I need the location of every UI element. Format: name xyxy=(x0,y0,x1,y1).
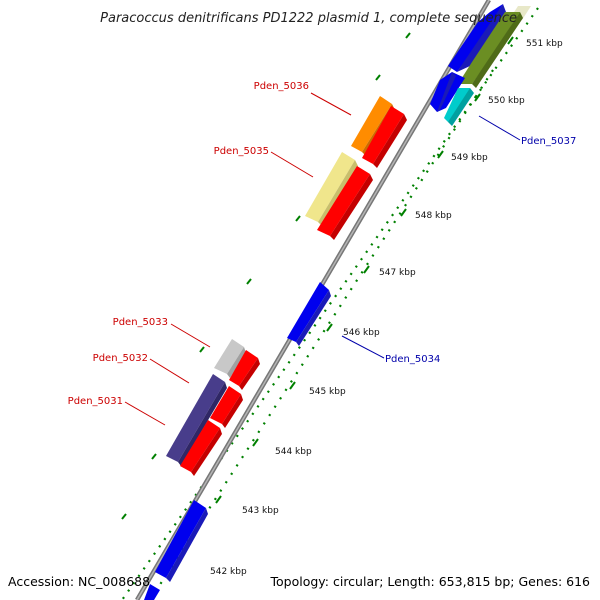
gene-blue-mid xyxy=(430,72,465,112)
kbp-labels: 551 kbp 550 kbp 549 kbp 548 kbp 547 kbp … xyxy=(210,39,563,577)
tick-label: 544 kbp xyxy=(275,447,312,457)
map-title: Paracoccus denitrificans PD1222 plasmid … xyxy=(100,11,517,26)
inner-major-ticks xyxy=(178,36,514,562)
gene-pden-5035 xyxy=(305,152,358,226)
callout-lines xyxy=(124,92,521,426)
tick-label: 545 kbp xyxy=(309,387,346,397)
gene-pden-5033 xyxy=(214,339,246,378)
gene-labels: Pden_5036 Pden_5035 Pden_5033 Pden_5032 … xyxy=(68,81,577,407)
tick-label: 548 kbp xyxy=(415,211,452,221)
gene-label-pden-5035: Pden_5035 xyxy=(214,146,269,157)
outer-tick-ring xyxy=(121,7,539,600)
tick-label: 547 kbp xyxy=(379,268,416,278)
outer-major-ticks xyxy=(121,32,411,520)
gene-cyan xyxy=(444,88,474,126)
gene-label-pden-5033: Pden_5033 xyxy=(113,317,168,328)
gene-label-pden-5037: Pden_5037 xyxy=(521,136,576,147)
gene-blue-bottom xyxy=(144,584,160,600)
gene-olive xyxy=(458,12,523,88)
gene-label-pden-5034: Pden_5034 xyxy=(385,354,440,365)
tick-label: 549 kbp xyxy=(451,153,488,163)
gene-label-pden-5031: Pden_5031 xyxy=(68,396,123,407)
accession-text: Accession: NC_008688 xyxy=(8,574,150,589)
gene-red-lower xyxy=(317,166,373,240)
gene-blue-543 xyxy=(155,500,208,582)
gene-label-pden-5032: Pden_5032 xyxy=(93,353,148,364)
tick-label: 550 kbp xyxy=(488,96,525,106)
tick-label: 546 kbp xyxy=(343,328,380,338)
gene-red-upper xyxy=(362,106,407,168)
gene-red-5033b xyxy=(229,350,260,390)
tick-label: 551 kbp xyxy=(526,39,563,49)
gene-label-pden-5036: Pden_5036 xyxy=(254,81,309,92)
gene-blue-top xyxy=(448,4,506,72)
gene-pden-5031 xyxy=(180,420,222,476)
tick-label: 542 kbp xyxy=(210,567,247,577)
gene-pden-5034 xyxy=(287,282,331,346)
tick-label: 543 kbp xyxy=(242,506,279,516)
gene-pden-5032 xyxy=(166,374,227,466)
gene-red-5032b xyxy=(210,386,243,428)
topology-summary: Topology: circular; Length: 653,815 bp; … xyxy=(270,574,591,589)
